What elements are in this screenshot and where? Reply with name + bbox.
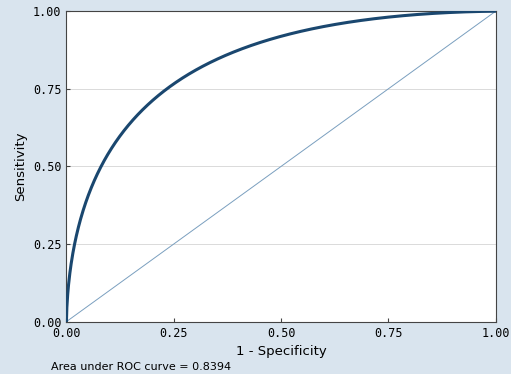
- Text: Area under ROC curve = 0.8394: Area under ROC curve = 0.8394: [51, 362, 231, 372]
- X-axis label: 1 - Specificity: 1 - Specificity: [236, 345, 327, 358]
- Y-axis label: Sensitivity: Sensitivity: [14, 132, 28, 201]
